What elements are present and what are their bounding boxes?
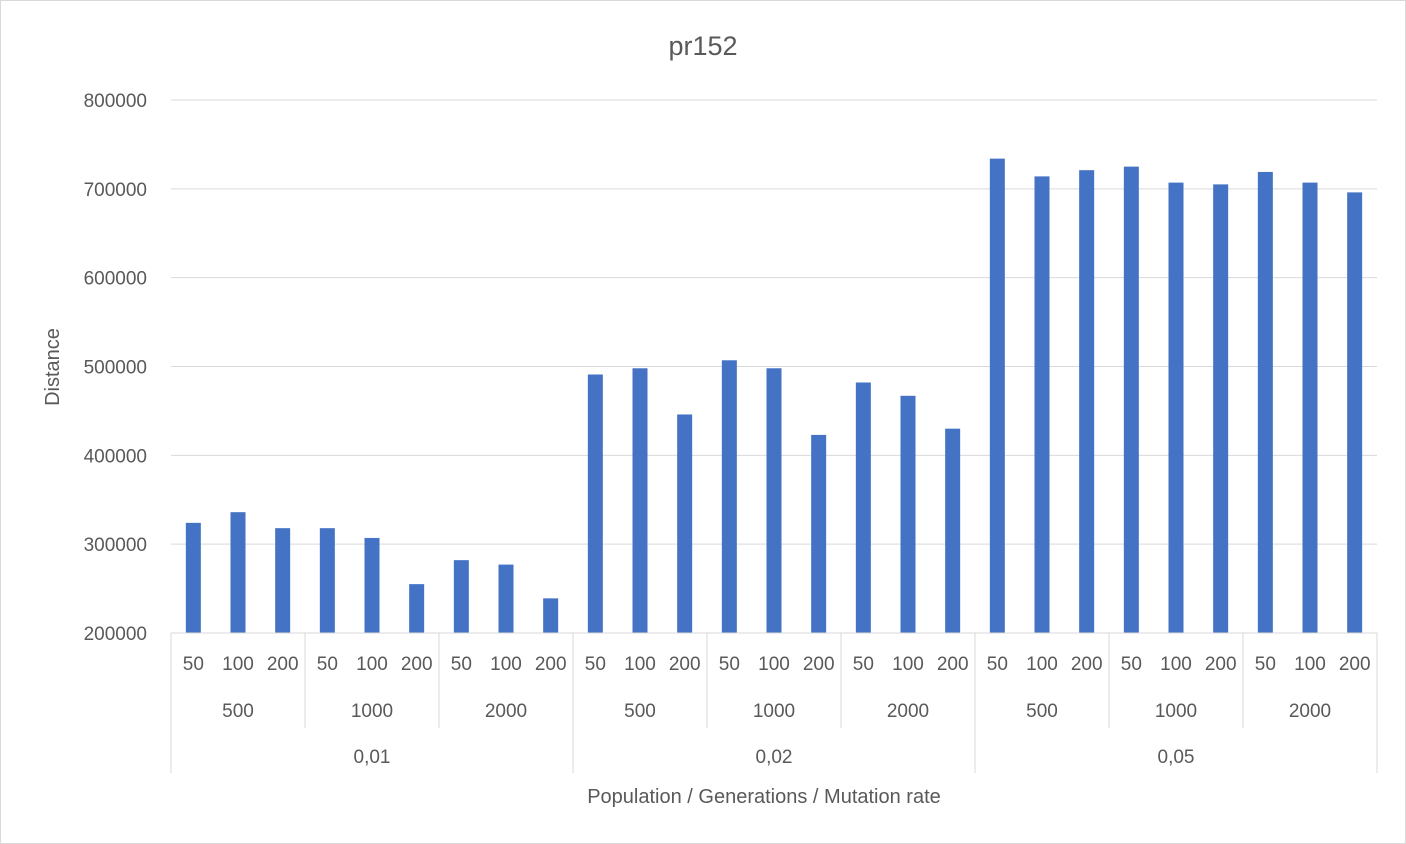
x-tick-label-generations: 1000 — [1155, 701, 1197, 722]
x-tick-label-generations: 2000 — [485, 701, 527, 722]
bar — [766, 368, 782, 633]
x-tick-label-population: 50 — [987, 654, 1008, 675]
bar — [498, 564, 514, 633]
x-tick-label-mutation-rate: 0,02 — [756, 747, 793, 768]
x-tick-label-generations: 500 — [1026, 701, 1058, 722]
x-tick-label-population: 50 — [853, 654, 874, 675]
bars — [185, 158, 1363, 634]
bar — [364, 537, 380, 633]
x-axis: 50 100 200 50 100 200 50 100 200 50 100 200 50 100 200… — [170, 632, 1378, 773]
x-tick-label-population: 200 — [401, 654, 433, 675]
y-tick-label: 300000 — [84, 535, 147, 556]
bar — [855, 382, 871, 633]
x-tick-label-population: 100 — [624, 654, 656, 675]
x-tick-label-population: 100 — [356, 654, 388, 675]
bar — [543, 598, 559, 633]
x-tick-label-population: 200 — [1071, 654, 1103, 675]
bar — [453, 560, 469, 633]
bar — [989, 158, 1005, 633]
x-tick-label-population: 200 — [1339, 654, 1371, 675]
bar — [409, 584, 425, 633]
bar — [811, 434, 827, 633]
x-axis-label: Population / Generations / Mutation rate — [587, 786, 941, 808]
x-tick-label-generations: 500 — [624, 701, 656, 722]
bar — [275, 528, 291, 633]
bar — [677, 414, 693, 633]
bar — [319, 528, 335, 633]
x-tick-label-population: 50 — [183, 654, 204, 675]
y-tick-label: 600000 — [84, 269, 147, 290]
bar — [1168, 182, 1184, 634]
x-tick-label-mutation-rate: 0,01 — [354, 747, 391, 768]
bar — [1213, 184, 1229, 633]
bar — [587, 374, 603, 633]
x-tick-label-population: 100 — [892, 654, 924, 675]
y-tick-label: 500000 — [84, 358, 147, 379]
x-tick-label-population: 100 — [1026, 654, 1058, 675]
x-tick-label-population: 200 — [803, 654, 835, 675]
bar — [1034, 176, 1050, 633]
y-tick-label: 800000 — [84, 91, 147, 112]
x-tick-label-population: 50 — [1121, 654, 1142, 675]
bar — [1079, 170, 1095, 633]
x-tick-label-population: 200 — [1205, 654, 1237, 675]
x-tick-label-population: 100 — [1160, 654, 1192, 675]
x-tick-label-generations: 2000 — [887, 701, 929, 722]
x-tick-label-generations: 1000 — [351, 701, 393, 722]
x-tick-label-population: 200 — [267, 654, 299, 675]
bar — [900, 395, 916, 633]
y-axis-ticks: 200000 300000 400000 500000 600000 700000 8000… — [84, 91, 147, 645]
x-tick-label-population: 50 — [585, 654, 606, 675]
x-tick-label-population: 50 — [451, 654, 472, 675]
bar — [1302, 182, 1318, 634]
x-tick-label-population: 100 — [490, 654, 522, 675]
bar — [1347, 192, 1363, 634]
x-tick-label-population: 50 — [317, 654, 338, 675]
x-tick-label-generations: 1000 — [753, 701, 795, 722]
bar — [721, 360, 737, 633]
x-tick-label-mutation-rate: 0,05 — [1158, 747, 1195, 768]
bar — [632, 368, 648, 633]
y-axis-label: Distance — [42, 328, 64, 406]
x-tick-label-population: 100 — [222, 654, 254, 675]
x-tick-label-population: 100 — [1294, 654, 1326, 675]
y-tick-label: 700000 — [84, 180, 147, 201]
y-tick-label: 200000 — [84, 624, 147, 645]
x-tick-label-generations: 500 — [222, 701, 254, 722]
bar — [1123, 166, 1139, 633]
bar — [1257, 171, 1273, 633]
x-tick-label-population: 200 — [669, 654, 701, 675]
x-tick-label-population: 200 — [937, 654, 969, 675]
x-tick-label-population: 50 — [1255, 654, 1276, 675]
x-tick-label-generations: 2000 — [1289, 701, 1331, 722]
x-tick-label-population: 50 — [719, 654, 740, 675]
x-tick-label-population: 100 — [758, 654, 790, 675]
y-tick-label: 400000 — [84, 446, 147, 467]
bar — [230, 512, 246, 633]
x-tick-label-population: 200 — [535, 654, 567, 675]
bar — [185, 522, 201, 633]
chart-title: pr152 — [668, 31, 737, 61]
bar — [945, 428, 961, 633]
